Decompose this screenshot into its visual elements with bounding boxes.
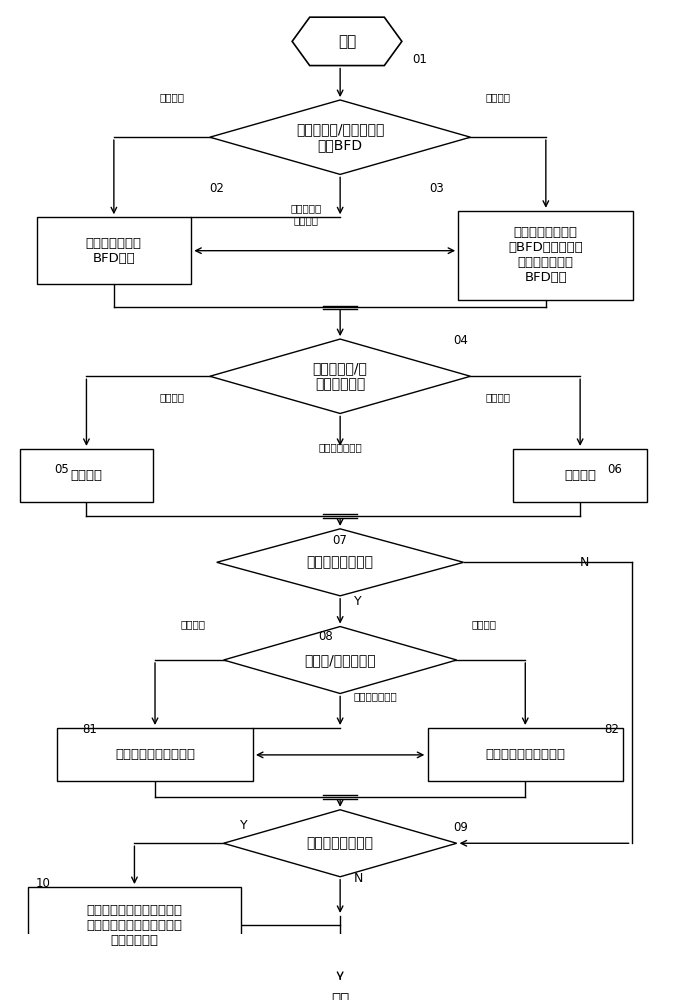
Text: 单向抖动: 单向抖动 [180,619,205,629]
Text: 结束: 结束 [331,992,349,1000]
FancyBboxPatch shape [37,217,191,284]
Text: 单向和/或双向抖动: 单向和/或双向抖动 [305,653,376,667]
Polygon shape [217,529,464,596]
FancyBboxPatch shape [58,728,253,781]
Text: N: N [354,872,363,885]
Text: 06: 06 [607,463,623,476]
FancyBboxPatch shape [28,887,241,963]
FancyBboxPatch shape [273,957,407,1000]
Text: 周期发送: 周期发送 [160,92,185,102]
Polygon shape [210,339,471,413]
Text: Y: Y [354,595,362,608]
Text: 监测时延: 监测时延 [564,469,596,482]
Text: 是否满足预设条件: 是否满足预设条件 [307,836,373,850]
Text: 单向和双向抖动: 单向和双向抖动 [354,691,398,701]
Text: 09: 09 [453,821,468,834]
Text: 请求发送: 请求发送 [485,92,510,102]
Text: 发送包含请求信息
的BFD报文或发送
包含响应信息的
BFD报文: 发送包含请求信息 的BFD报文或发送 包含响应信息的 BFD报文 [509,226,583,284]
Text: 03: 03 [430,182,444,195]
Text: 07: 07 [332,534,347,547]
Polygon shape [210,100,471,174]
Text: N: N [580,556,589,569]
Text: 81: 81 [82,723,96,736]
Text: 01: 01 [412,53,427,66]
Text: 08: 08 [319,630,333,643]
Text: 10: 10 [36,877,51,890]
Text: 开始: 开始 [338,34,356,49]
Text: 单向时延抖动监测计算: 单向时延抖动监测计算 [115,748,195,761]
Text: 是否监测时延抖动: 是否监测时延抖动 [307,555,373,569]
Text: 周期方式和
请求方式: 周期方式和 请求方式 [290,203,321,225]
Text: 双向抖动: 双向抖动 [472,619,497,629]
Text: 监测丢包: 监测丢包 [160,392,185,402]
Text: Y: Y [240,819,248,832]
FancyBboxPatch shape [514,449,647,502]
Text: 双向时延抖动监测计算: 双向时延抖动监测计算 [485,748,566,761]
FancyBboxPatch shape [428,728,623,781]
Text: 监测丢包和时延: 监测丢包和时延 [319,443,362,453]
FancyBboxPatch shape [459,211,633,300]
Polygon shape [223,810,457,877]
Text: 监测丢包: 监测丢包 [71,469,103,482]
Polygon shape [292,17,402,66]
Text: 监测时延: 监测时延 [485,392,510,402]
Text: 05: 05 [55,463,69,476]
Text: 82: 82 [604,723,619,736]
Text: 04: 04 [453,334,468,347]
Text: 周期性发送监测
BFD报文: 周期性发送监测 BFD报文 [86,237,142,265]
FancyBboxPatch shape [19,449,153,502]
Text: 周期方式和/或请求方式
发送BFD: 周期方式和/或请求方式 发送BFD [296,122,384,152]
Text: 监测丢包和/或
监测时延计算: 监测丢包和/或 监测时延计算 [313,361,368,391]
Text: 上报网管系统或进行保护倒
换或进行链路异常曲线绘制
的可视化管理: 上报网管系统或进行保护倒 换或进行链路异常曲线绘制 的可视化管理 [87,904,183,947]
Polygon shape [223,627,457,693]
Text: 02: 02 [210,182,224,195]
